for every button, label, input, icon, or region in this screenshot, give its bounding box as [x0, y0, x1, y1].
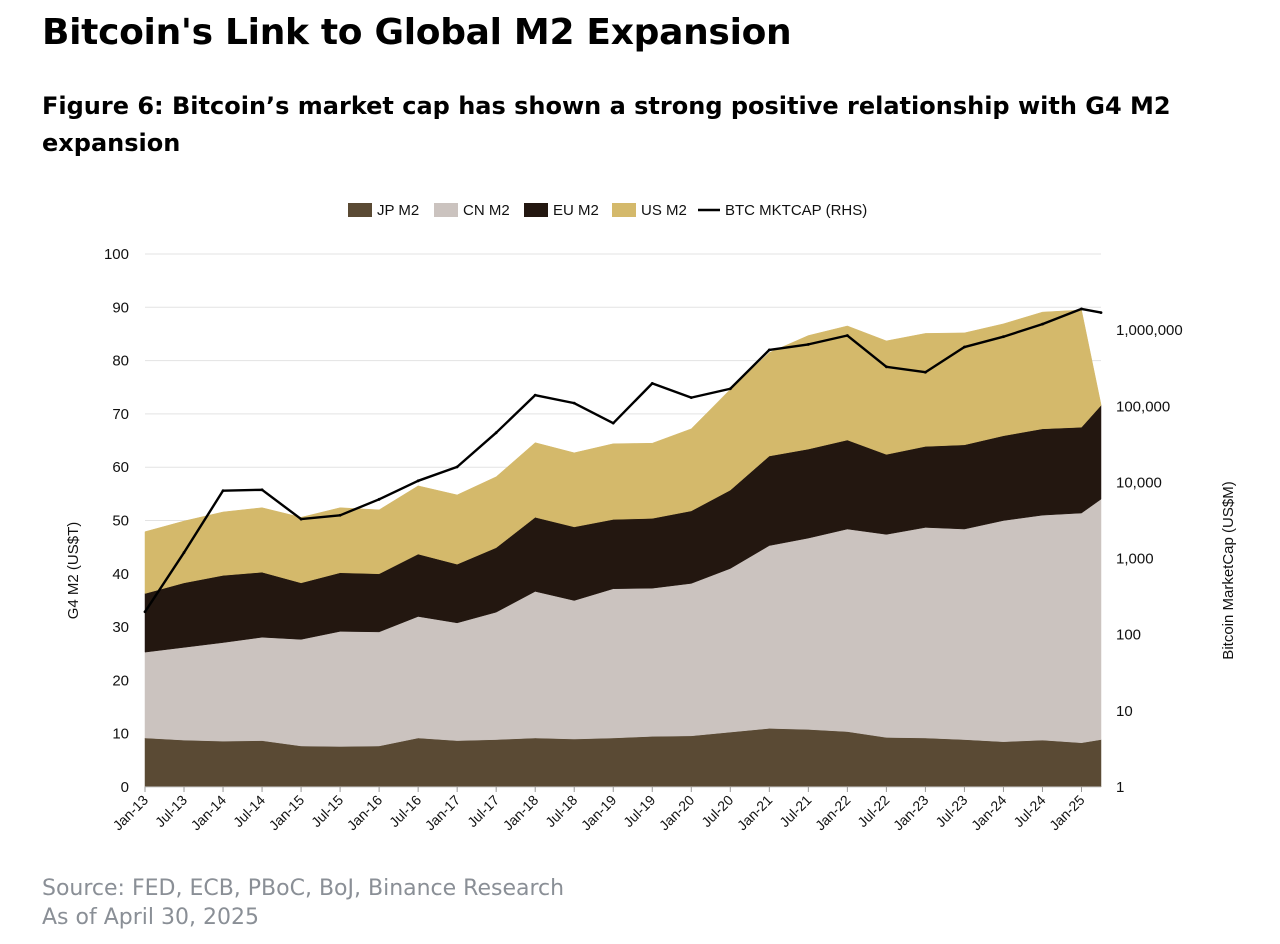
- y-left-tick-label: 10: [112, 726, 129, 743]
- y-left-tick-label: 0: [121, 779, 129, 796]
- m2-btc-chart: 01020304050607080901001101001,00010,0001…: [65, 202, 1237, 834]
- btc-point: [143, 610, 147, 614]
- legend-swatch-eu-m2: [524, 203, 548, 217]
- y-right-tick-label: 1: [1116, 779, 1124, 796]
- btc-point: [1002, 335, 1005, 339]
- btc-point: [1080, 307, 1083, 311]
- figure-title: Figure 6: Bitcoin’s market cap has shown…: [42, 92, 1171, 157]
- legend-label: BTC MKTCAP (RHS): [725, 202, 867, 219]
- y-right-tick-label: 100,000: [1116, 398, 1170, 415]
- legend-swatch-cn-m2: [434, 203, 458, 217]
- btc-point: [728, 387, 732, 391]
- x-tick-label: Jan-16: [344, 792, 386, 834]
- source-text: Source: FED, ECB, PBoC, BoJ, Binance Res…: [42, 876, 565, 901]
- x-tick-label: Jan-13: [110, 792, 152, 834]
- btc-point: [416, 479, 420, 483]
- y-right-tick-label: 10,000: [1116, 474, 1162, 491]
- btc-point: [260, 488, 264, 492]
- y-right-axis-label: Bitcoin MarketCap (US$M): [1220, 481, 1237, 659]
- x-tick-label: Jul-18: [542, 792, 580, 830]
- legend: JP M2 CN M2 EU M2 US M2 BTC MKTCAP (RHS): [348, 202, 867, 219]
- y-left-tick-label: 70: [112, 406, 129, 423]
- btc-point: [963, 345, 966, 349]
- x-tick-label: Jul-13: [152, 792, 190, 830]
- x-tick-label: Jul-24: [1010, 792, 1048, 830]
- x-tick-label: Jul-23: [932, 792, 970, 830]
- btc-point: [767, 348, 771, 352]
- legend-label: CN M2: [463, 202, 510, 219]
- btc-point: [494, 431, 498, 435]
- btc-point: [806, 342, 810, 346]
- btc-point: [689, 396, 693, 400]
- y-right-tick-label: 1,000,000: [1116, 322, 1183, 339]
- y-left-tick-label: 100: [104, 246, 129, 263]
- y-right-tick-label: 100: [1116, 627, 1141, 644]
- btc-point: [533, 393, 537, 397]
- btc-line-group: [143, 307, 1103, 614]
- x-tick-label: Jan-24: [968, 792, 1010, 834]
- btc-point: [377, 497, 381, 501]
- x-tick-label: Jan-15: [266, 792, 308, 834]
- btc-point: [182, 551, 186, 554]
- y-left-tick-label: 40: [112, 566, 129, 583]
- x-tick-label: Jan-18: [500, 792, 542, 834]
- btc-point: [1099, 311, 1103, 314]
- btc-point: [845, 334, 849, 337]
- legend-label: US M2: [641, 202, 687, 219]
- btc-point: [924, 370, 927, 374]
- source-note: Source: FED, ECB, PBoC, BoJ, Binance Res…: [42, 874, 564, 932]
- stacked-areas: [144, 309, 1102, 788]
- as-of-text: As of April 30, 2025: [42, 905, 259, 930]
- legend-label: EU M2: [553, 202, 599, 219]
- btc-point: [455, 465, 459, 469]
- x-tick-label: Jan-19: [578, 792, 620, 834]
- y-right-tick-label: 10: [1116, 703, 1133, 720]
- x-tick-label: Jul-21: [776, 792, 814, 830]
- btc-point: [611, 421, 615, 425]
- x-tick-label: Jul-19: [620, 792, 658, 830]
- y-left-axis-label: G4 M2 (US$T): [65, 522, 82, 620]
- x-tick-label: Jul-22: [854, 792, 892, 830]
- y-left-tick-label: 50: [112, 513, 129, 530]
- x-tick-label: Jan-21: [734, 792, 776, 834]
- legend-label: JP M2: [377, 202, 419, 219]
- btc-point: [884, 365, 888, 369]
- x-tick-label: Jul-15: [308, 792, 346, 830]
- legend-swatch-jp-m2: [348, 203, 372, 217]
- x-tick-label: Jul-20: [698, 792, 736, 830]
- y-left-tick-label: 80: [112, 353, 129, 370]
- x-tick-label: Jan-23: [890, 792, 932, 834]
- area-us-m2: [144, 309, 1102, 594]
- x-tick-label: Jul-17: [464, 792, 502, 830]
- x-tick-label: Jan-20: [656, 792, 698, 834]
- x-tick-label: Jul-14: [230, 792, 268, 830]
- btc-point: [650, 381, 654, 385]
- x-tick-label: Jan-17: [422, 792, 464, 834]
- btc-point: [221, 489, 225, 493]
- y-right-tick-label: 1,000: [1116, 551, 1154, 568]
- legend-swatch-us-m2: [612, 203, 636, 217]
- btc-point: [1041, 322, 1044, 326]
- btc-point: [299, 517, 303, 521]
- btc-point: [338, 513, 342, 517]
- x-tick-label: Jan-14: [188, 792, 230, 834]
- page-title: Bitcoin's Link to Global M2 Expansion: [42, 12, 792, 53]
- x-tick-label: Jan-22: [812, 792, 854, 834]
- btc-point: [572, 401, 576, 405]
- btc-mktcap-line: [143, 307, 1102, 613]
- y-left-tick-label: 60: [112, 459, 129, 476]
- x-tick-label: Jan-25: [1046, 792, 1088, 834]
- y-left-tick-label: 90: [112, 299, 129, 316]
- y-left-tick-label: 20: [112, 672, 129, 689]
- x-tick-label: Jul-16: [386, 792, 424, 830]
- y-left-tick-label: 30: [112, 619, 129, 636]
